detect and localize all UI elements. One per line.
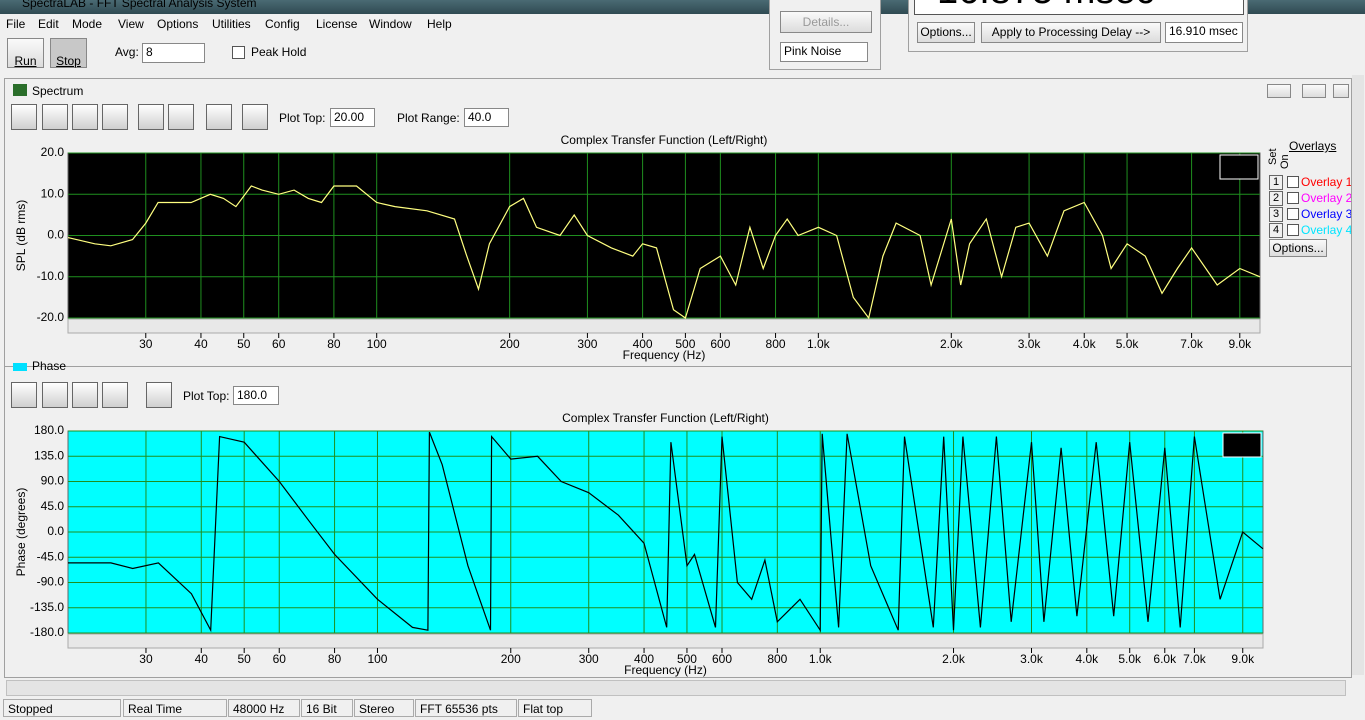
- status-field: FFT 65536 pts: [415, 699, 517, 717]
- menu-item[interactable]: File: [6, 17, 26, 31]
- plot-top-label: Plot Top:: [183, 389, 230, 403]
- overlays-title: Overlays: [1289, 139, 1337, 153]
- signal-select[interactable]: Pink Noise: [780, 42, 868, 62]
- overlay-number[interactable]: 2: [1269, 191, 1283, 206]
- window-icon: [13, 84, 27, 96]
- menu-item[interactable]: View: [118, 17, 144, 31]
- stop-button[interactable]: Stop: [50, 38, 87, 68]
- plot-range-field[interactable]: 40.0: [464, 108, 509, 127]
- window-icon: [13, 363, 27, 371]
- settings-tool[interactable]: [206, 104, 232, 130]
- menu-item[interactable]: Utilities: [212, 17, 251, 31]
- delay-field: 16.910 msec: [1165, 22, 1243, 43]
- plot-top-field[interactable]: 20.00: [330, 108, 375, 127]
- delay-panel: 16.875 msec Options... Apply to Processi…: [908, 0, 1248, 52]
- window-title: SpectraLAB - FFT Spectral Analysis Syste…: [22, 0, 257, 10]
- overlays-panel: Overlays Set On 1 Overlay 1 2 Overlay 2 3 Ove…: [1267, 139, 1351, 259]
- line-mode-tool[interactable]: [138, 104, 164, 130]
- zoom-in-tool[interactable]: [42, 382, 68, 408]
- details-button[interactable]: Details...: [780, 11, 872, 33]
- overlay-name: Overlay 4: [1301, 223, 1351, 237]
- delay-display: 16.875 msec: [914, 0, 1244, 15]
- zoom-tool[interactable]: [11, 104, 37, 130]
- zoom-full-tool[interactable]: [102, 382, 128, 408]
- status-field: 48000 Hz: [228, 699, 300, 717]
- delay-value: 16.875 msec: [937, 0, 1155, 13]
- settings-tool[interactable]: [146, 382, 172, 408]
- overlay-name: Overlay 3: [1301, 207, 1351, 221]
- overlay-number[interactable]: 3: [1269, 207, 1283, 222]
- avg-select[interactable]: 8: [142, 43, 205, 63]
- overlay-checkbox[interactable]: [1287, 192, 1299, 204]
- close-button[interactable]: [1333, 84, 1349, 98]
- zoom-out-tool[interactable]: [72, 104, 98, 130]
- plot-top-label: Plot Top:: [279, 111, 326, 125]
- overlay-checkbox[interactable]: [1287, 208, 1299, 220]
- menu-item[interactable]: Help: [427, 17, 452, 31]
- status-bar: Stopped Real Time 48000 Hz 16 Bit Stereo…: [0, 699, 1365, 719]
- menu-item[interactable]: Options: [157, 17, 199, 31]
- menu-item[interactable]: License: [316, 17, 358, 31]
- spectrum-window: Spectrum Plot Top: 20.00 Plot Range: 40.…: [4, 78, 1352, 370]
- overlays-on-label: On: [1279, 154, 1291, 169]
- overlay-name: Overlay 1: [1301, 175, 1351, 189]
- status-field: Stopped: [3, 699, 121, 717]
- zoom-in-tool[interactable]: [42, 104, 68, 130]
- minimize-button[interactable]: [1267, 84, 1291, 98]
- overlay-checkbox[interactable]: [1287, 176, 1299, 188]
- status-field: Stereo: [354, 699, 414, 717]
- status-field: 16 Bit: [301, 699, 353, 717]
- menu-item[interactable]: Window: [369, 17, 412, 31]
- zoom-out-tool[interactable]: [72, 382, 98, 408]
- delay-options-button[interactable]: Options...: [917, 22, 975, 43]
- overlay-checkbox[interactable]: [1287, 224, 1299, 236]
- menu-item[interactable]: Config: [265, 17, 300, 31]
- menu-bar: File Edit Mode View Options Utilities Co…: [0, 14, 1365, 34]
- maximize-button[interactable]: [1302, 84, 1326, 98]
- spectrum-title: Spectrum: [32, 84, 84, 98]
- bar-mode-tool[interactable]: [168, 104, 194, 130]
- generator-panel: Details... Pink Noise: [769, 0, 881, 70]
- peak-hold-checkbox[interactable]: [232, 46, 245, 59]
- overlays-options-button[interactable]: Options...: [1269, 239, 1327, 257]
- overlay-name: Overlay 2: [1301, 191, 1351, 205]
- peak-hold-label: Peak Hold: [251, 45, 307, 59]
- overlay-number[interactable]: 4: [1269, 223, 1283, 238]
- zoom-full-tool[interactable]: [102, 104, 128, 130]
- vertical-scrollbar[interactable]: [1352, 75, 1364, 675]
- phase-title: Phase: [32, 359, 67, 370]
- menu-item[interactable]: Edit: [38, 17, 59, 31]
- status-field: Flat top: [518, 699, 592, 717]
- overlays-set-label: Set: [1267, 148, 1279, 165]
- avg-label: Avg:: [115, 45, 139, 59]
- apply-delay-button[interactable]: Apply to Processing Delay -->: [981, 22, 1161, 43]
- scale-tool[interactable]: [242, 104, 268, 130]
- horizontal-scrollbar[interactable]: [6, 680, 1346, 696]
- status-field: Real Time: [123, 699, 227, 717]
- overlay-number[interactable]: 1: [1269, 175, 1283, 190]
- plot-top-field[interactable]: 180.0: [233, 386, 279, 405]
- menu-item[interactable]: Mode: [72, 17, 103, 31]
- plot-range-label: Plot Range:: [397, 111, 460, 125]
- zoom-tool[interactable]: [11, 382, 37, 408]
- run-button[interactable]: Run: [7, 38, 44, 68]
- phase-window: Phase Plot Top: 180.0: [4, 359, 1352, 678]
